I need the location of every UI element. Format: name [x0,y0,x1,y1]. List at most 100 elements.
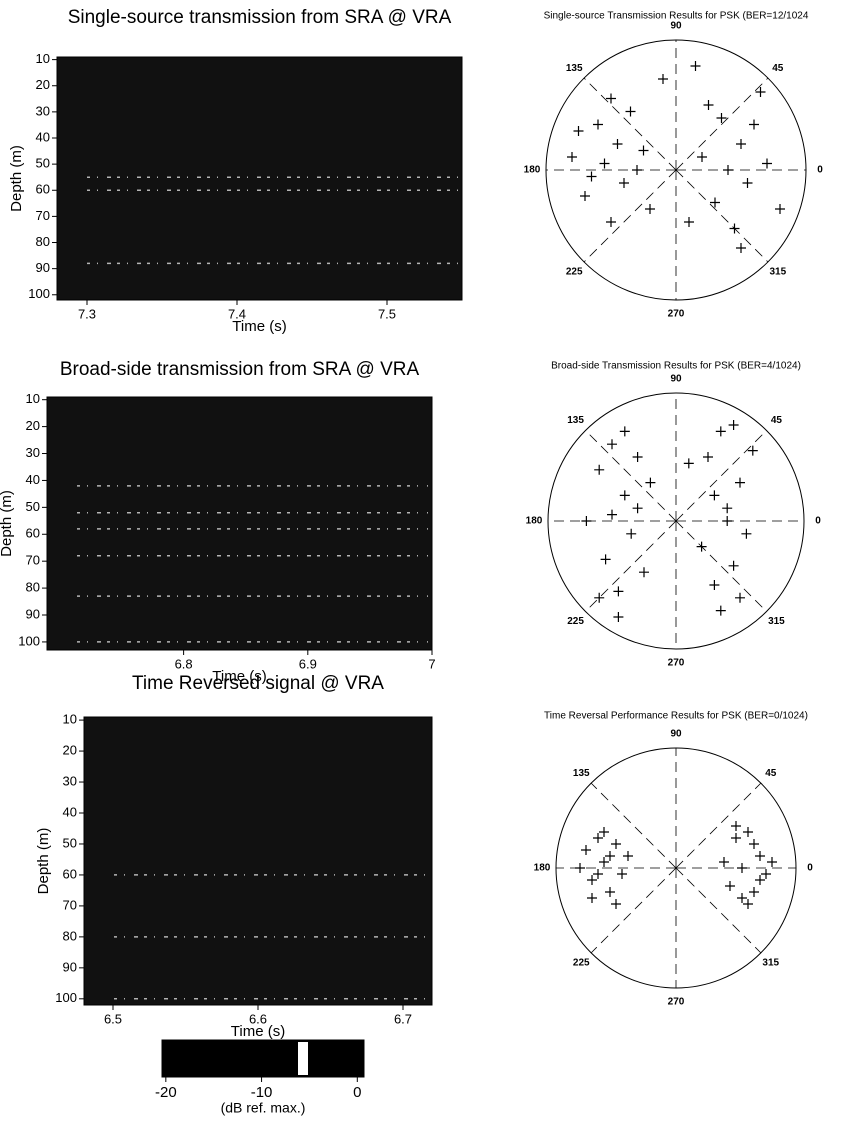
point [599,827,609,837]
angle-label: 90 [670,729,682,740]
point [775,204,785,214]
x-tick-label: 6.5 [104,1011,122,1026]
point [632,165,642,175]
y-tick-label: 50 [63,835,77,850]
y-tick-label: 30 [26,445,40,460]
point [619,490,630,501]
y-tick-label: 40 [26,472,40,487]
y-tick-label: 60 [36,182,50,197]
y-tick-label: 60 [26,526,40,541]
y-tick-label: 30 [36,103,50,118]
angle-grid-line [675,520,767,612]
angle-label: 135 [573,768,590,779]
point [722,516,733,526]
chart-title: Single-source Transmission Results for P… [544,11,809,22]
y-axis-label: Depth (m) [0,490,15,557]
angle-label: 180 [526,516,543,527]
point [683,458,694,469]
y-tick-label: 20 [36,77,50,92]
point [638,145,649,156]
x-tick-label: 6.9 [299,656,317,671]
point [594,592,605,603]
y-tick-label: 10 [26,391,40,406]
point [611,839,621,849]
point [580,191,590,201]
y-tick-label: 50 [36,156,50,171]
point [722,503,733,514]
point [600,554,611,565]
angle-label: 180 [534,863,551,874]
chart-title: Time Reversed signal @ VRA [132,673,384,694]
point [567,152,577,162]
point [762,158,772,169]
x-tick-label: 7.5 [378,306,396,321]
point [709,580,720,590]
point [581,516,592,526]
y-tick-label: 80 [36,234,50,249]
angle-grid-line [590,782,677,869]
colorbar [161,1039,365,1078]
point [626,528,637,539]
angle-grid-line [675,77,769,171]
y-tick-label: 70 [26,553,40,568]
polar-frame [547,392,805,650]
point [749,119,759,130]
image-area [83,716,433,1006]
point [731,833,741,843]
chart-title: Broad-side Transmission Results for PSK … [551,361,801,372]
point [606,93,616,104]
point [725,881,735,891]
angle-label: 225 [566,266,583,277]
x-tick-label: -20 [155,1084,177,1101]
point [703,452,713,462]
angle-grid-line [675,169,769,263]
point [736,243,746,253]
point [719,857,729,867]
point [716,113,727,123]
point [617,869,627,879]
angle-label: 270 [668,658,685,669]
image-area [46,396,433,651]
y-tick-label: 90 [63,959,77,974]
point [575,863,585,873]
y-tick-label: 70 [63,897,77,912]
angle-label: 0 [815,516,821,527]
point [690,61,701,71]
point [735,592,745,603]
angle-grid-line [583,169,677,263]
y-tick-label: 40 [36,129,50,144]
y-tick-label: 20 [26,418,40,433]
point [742,178,753,188]
point [735,477,745,488]
y-tick-label: 90 [36,260,50,275]
point [755,87,766,97]
angle-grid-line [675,782,762,869]
point [586,171,597,182]
y-tick-label: 70 [36,208,50,223]
point [749,887,759,897]
colorbar-highlight [298,1042,308,1075]
point [715,426,726,437]
y-tick-label: 100 [55,990,77,1005]
point [737,863,747,873]
point [761,869,771,879]
angle-label: 225 [567,616,584,627]
point [741,528,752,539]
angle-label: 270 [668,309,685,320]
point [737,893,747,903]
x-tick-label: 6.7 [394,1011,412,1026]
y-tick-label: 80 [26,580,40,595]
point [703,100,714,110]
x-axis-label: Time (s) [232,318,286,335]
y-tick-label: 10 [36,51,50,66]
angle-label: 315 [762,957,779,968]
point [749,839,759,849]
point [736,139,746,149]
angle-label: 135 [567,415,584,426]
point [625,106,636,117]
angle-label: 90 [670,374,682,385]
angle-label: 90 [670,21,682,32]
chart-title: Single-source transmission from SRA @ VR… [68,7,452,28]
angle-label: 270 [668,997,685,1008]
